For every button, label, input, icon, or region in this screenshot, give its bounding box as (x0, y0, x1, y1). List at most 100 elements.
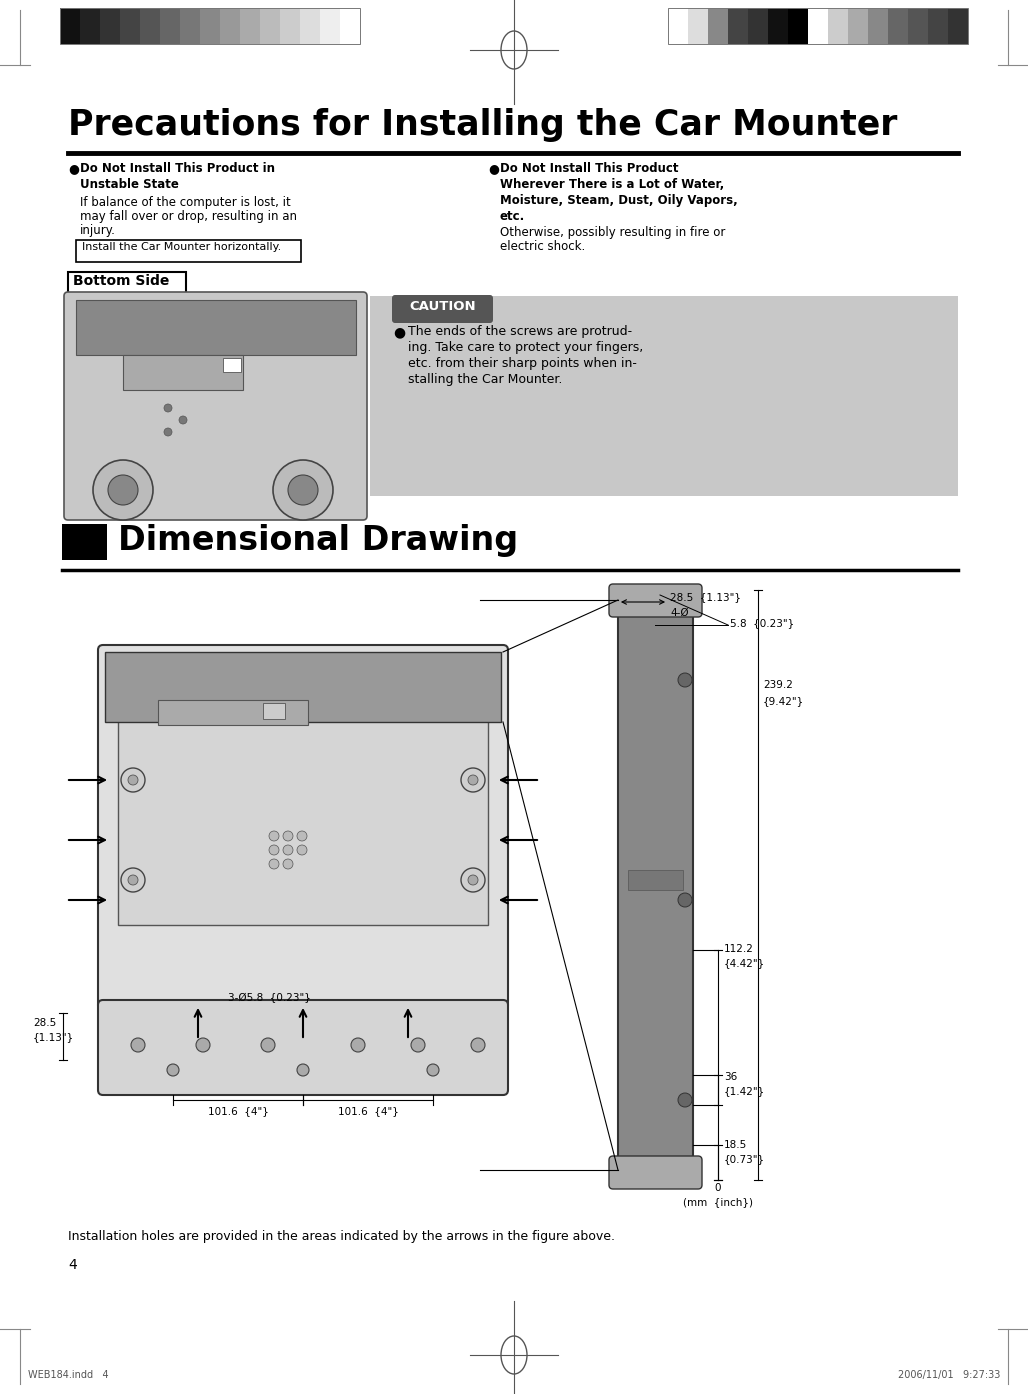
Text: 112.2: 112.2 (724, 944, 754, 953)
Bar (370, 296, 958, 496)
Text: stalling the Car Mounter.: stalling the Car Mounter. (408, 374, 562, 386)
Text: Precautions for Installing the Car Mounter: Precautions for Installing the Car Mount… (68, 107, 897, 142)
Bar (60, 8, 360, 45)
Circle shape (164, 404, 172, 413)
FancyBboxPatch shape (64, 291, 367, 520)
Circle shape (468, 875, 478, 885)
Text: Do Not Install This Product: Do Not Install This Product (500, 162, 678, 176)
Bar (76, 240, 301, 262)
Bar (828, 8, 848, 45)
Bar (220, 8, 240, 45)
Text: 36: 36 (724, 1072, 737, 1082)
Circle shape (273, 460, 333, 520)
Text: 28.5  {1.13"}: 28.5 {1.13"} (670, 592, 741, 602)
Circle shape (179, 415, 187, 424)
Bar (120, 8, 140, 45)
Circle shape (164, 428, 172, 436)
Bar (60, 8, 80, 45)
Circle shape (351, 1039, 365, 1052)
Text: ing. Take care to protect your fingers,: ing. Take care to protect your fingers, (408, 342, 644, 354)
Circle shape (121, 868, 145, 892)
Circle shape (288, 475, 318, 505)
Bar (160, 8, 180, 45)
Circle shape (297, 845, 307, 855)
Circle shape (283, 831, 293, 841)
Text: WEB184.indd   4: WEB184.indd 4 (28, 1370, 109, 1380)
Circle shape (461, 868, 485, 892)
Text: ●: ● (488, 162, 499, 176)
Text: 0: 0 (714, 1184, 722, 1193)
Text: 3-Ø5.8  {0.23"}: 3-Ø5.8 {0.23"} (228, 993, 310, 1004)
Text: 101.6  {4"}: 101.6 {4"} (208, 1105, 268, 1117)
Text: Moisture, Steam, Dust, Oily Vapors,: Moisture, Steam, Dust, Oily Vapors, (500, 194, 738, 206)
Text: The ends of the screws are protrud-: The ends of the screws are protrud- (408, 325, 632, 337)
Bar (300, 8, 320, 45)
Bar (62, 524, 107, 560)
Text: Do Not Install This Product in: Do Not Install This Product in (80, 162, 276, 176)
Text: If balance of the computer is lost, it: If balance of the computer is lost, it (80, 197, 291, 209)
Bar (628, 870, 683, 889)
Circle shape (678, 673, 692, 687)
Bar (280, 8, 300, 45)
Circle shape (128, 775, 138, 785)
Bar (808, 8, 828, 45)
Text: {1.42"}: {1.42"} (724, 1086, 765, 1096)
Text: Dimensional Drawing: Dimensional Drawing (118, 524, 518, 558)
Bar (240, 8, 260, 45)
Circle shape (269, 845, 279, 855)
Text: 4-Ø: 4-Ø (670, 608, 689, 618)
Text: {1.13"}: {1.13"} (33, 1032, 74, 1041)
Bar (668, 8, 688, 45)
Bar (788, 8, 808, 45)
Bar (80, 8, 100, 45)
Text: ●: ● (393, 325, 405, 339)
Text: electric shock.: electric shock. (500, 240, 585, 252)
Text: etc.: etc. (500, 210, 525, 223)
Text: 28.5: 28.5 (33, 1018, 57, 1027)
Text: CAUTION: CAUTION (410, 300, 476, 314)
Circle shape (261, 1039, 276, 1052)
Text: 5.8  {0.23"}: 5.8 {0.23"} (730, 618, 795, 629)
Circle shape (131, 1039, 145, 1052)
Bar (618, 590, 693, 1179)
Text: Unstable State: Unstable State (80, 178, 179, 191)
Text: 18.5: 18.5 (724, 1140, 747, 1150)
Bar (223, 358, 241, 372)
Bar (340, 8, 360, 45)
Bar (100, 8, 120, 45)
Text: 4: 4 (68, 1257, 77, 1271)
Bar (200, 8, 220, 45)
Bar (76, 300, 356, 355)
Circle shape (427, 1064, 439, 1076)
Bar (668, 8, 968, 45)
Text: 239.2: 239.2 (763, 680, 793, 690)
Circle shape (297, 1064, 309, 1076)
Circle shape (167, 1064, 179, 1076)
Bar (260, 8, 280, 45)
Bar (180, 8, 200, 45)
FancyBboxPatch shape (98, 999, 508, 1096)
Circle shape (411, 1039, 425, 1052)
Text: {9.42"}: {9.42"} (763, 696, 804, 705)
FancyBboxPatch shape (609, 584, 702, 618)
Text: ●: ● (68, 162, 79, 176)
Bar (68, 272, 186, 294)
Bar (848, 8, 868, 45)
Bar (868, 8, 888, 45)
Text: may fall over or drop, resulting in an: may fall over or drop, resulting in an (80, 210, 297, 223)
Circle shape (196, 1039, 210, 1052)
FancyBboxPatch shape (98, 645, 508, 1011)
Bar (708, 8, 728, 45)
Text: Installation holes are provided in the areas indicated by the arrows in the figu: Installation holes are provided in the a… (68, 1230, 615, 1243)
Bar (105, 652, 501, 722)
Text: Bottom Side: Bottom Side (73, 275, 170, 289)
Bar (728, 8, 748, 45)
Text: 2006/11/01   9:27:33: 2006/11/01 9:27:33 (897, 1370, 1000, 1380)
Bar (748, 8, 768, 45)
Circle shape (678, 1093, 692, 1107)
Bar (140, 8, 160, 45)
Circle shape (468, 775, 478, 785)
Bar (928, 8, 948, 45)
Text: etc. from their sharp points when in-: etc. from their sharp points when in- (408, 357, 637, 369)
Circle shape (471, 1039, 485, 1052)
